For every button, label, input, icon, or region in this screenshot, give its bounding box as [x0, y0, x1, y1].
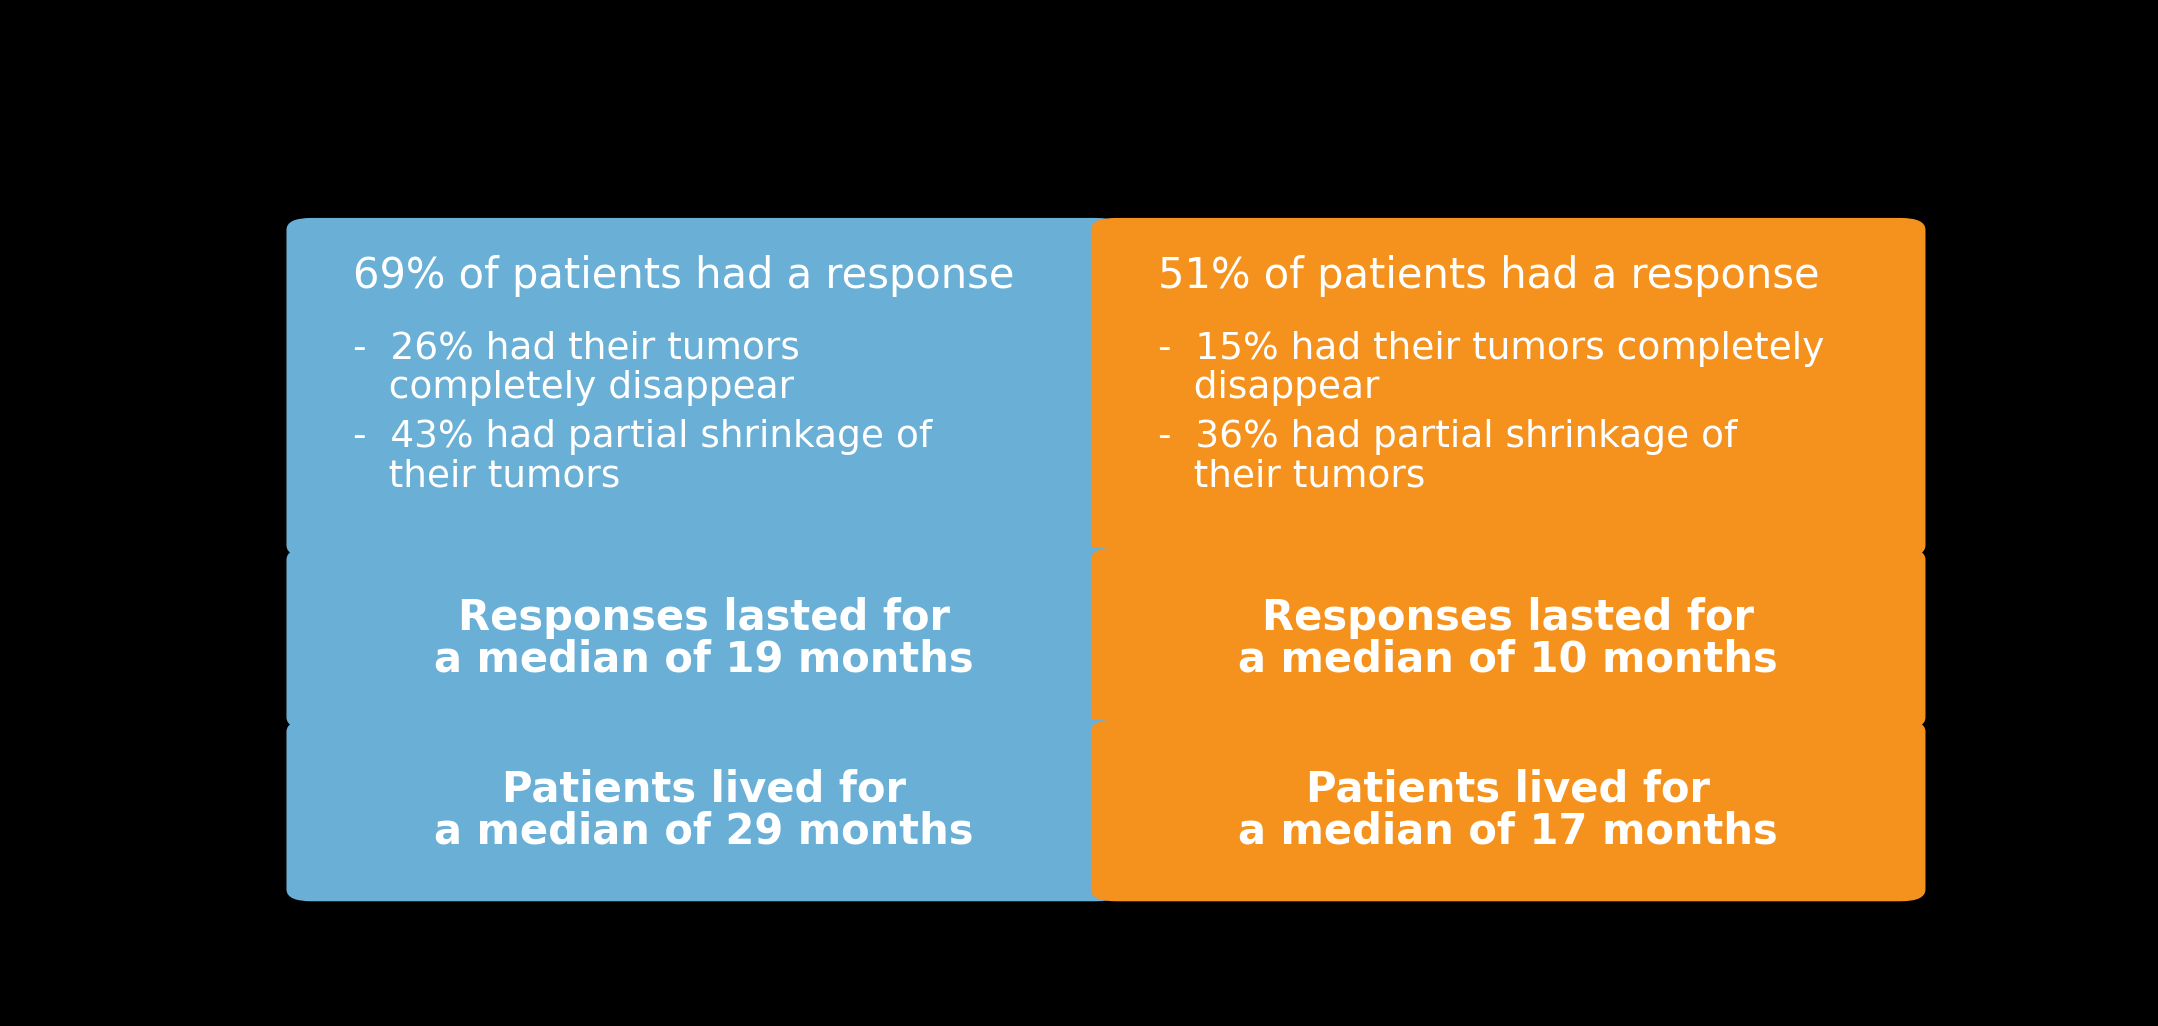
Text: Responses lasted for: Responses lasted for [457, 597, 950, 639]
FancyBboxPatch shape [1092, 548, 1925, 729]
Text: 51% of patients had a response: 51% of patients had a response [1159, 255, 1819, 298]
Text: their tumors: their tumors [354, 459, 622, 495]
Text: -  15% had their tumors completely: - 15% had their tumors completely [1159, 330, 1824, 366]
Text: -  26% had their tumors: - 26% had their tumors [354, 330, 801, 366]
FancyBboxPatch shape [287, 720, 1120, 901]
Text: a median of 10 months: a median of 10 months [1239, 638, 1778, 680]
Text: a median of 17 months: a median of 17 months [1239, 811, 1778, 852]
Text: -  36% had partial shrinkage of: - 36% had partial shrinkage of [1159, 419, 1737, 455]
Text: Patients lived for: Patients lived for [1306, 770, 1709, 811]
Text: 69% of patients had a response: 69% of patients had a response [354, 255, 1014, 298]
FancyBboxPatch shape [1092, 720, 1925, 901]
Text: completely disappear: completely disappear [354, 370, 794, 406]
Text: their tumors: their tumors [1159, 459, 1424, 495]
Text: -  43% had partial shrinkage of: - 43% had partial shrinkage of [354, 419, 932, 455]
Text: Responses lasted for: Responses lasted for [1262, 597, 1754, 639]
Text: a median of 29 months: a median of 29 months [434, 811, 973, 852]
FancyBboxPatch shape [1092, 218, 1925, 557]
Text: Patients lived for: Patients lived for [503, 770, 906, 811]
Text: disappear: disappear [1159, 370, 1379, 406]
FancyBboxPatch shape [287, 548, 1120, 729]
FancyBboxPatch shape [287, 218, 1120, 557]
Text: a median of 19 months: a median of 19 months [434, 638, 973, 680]
